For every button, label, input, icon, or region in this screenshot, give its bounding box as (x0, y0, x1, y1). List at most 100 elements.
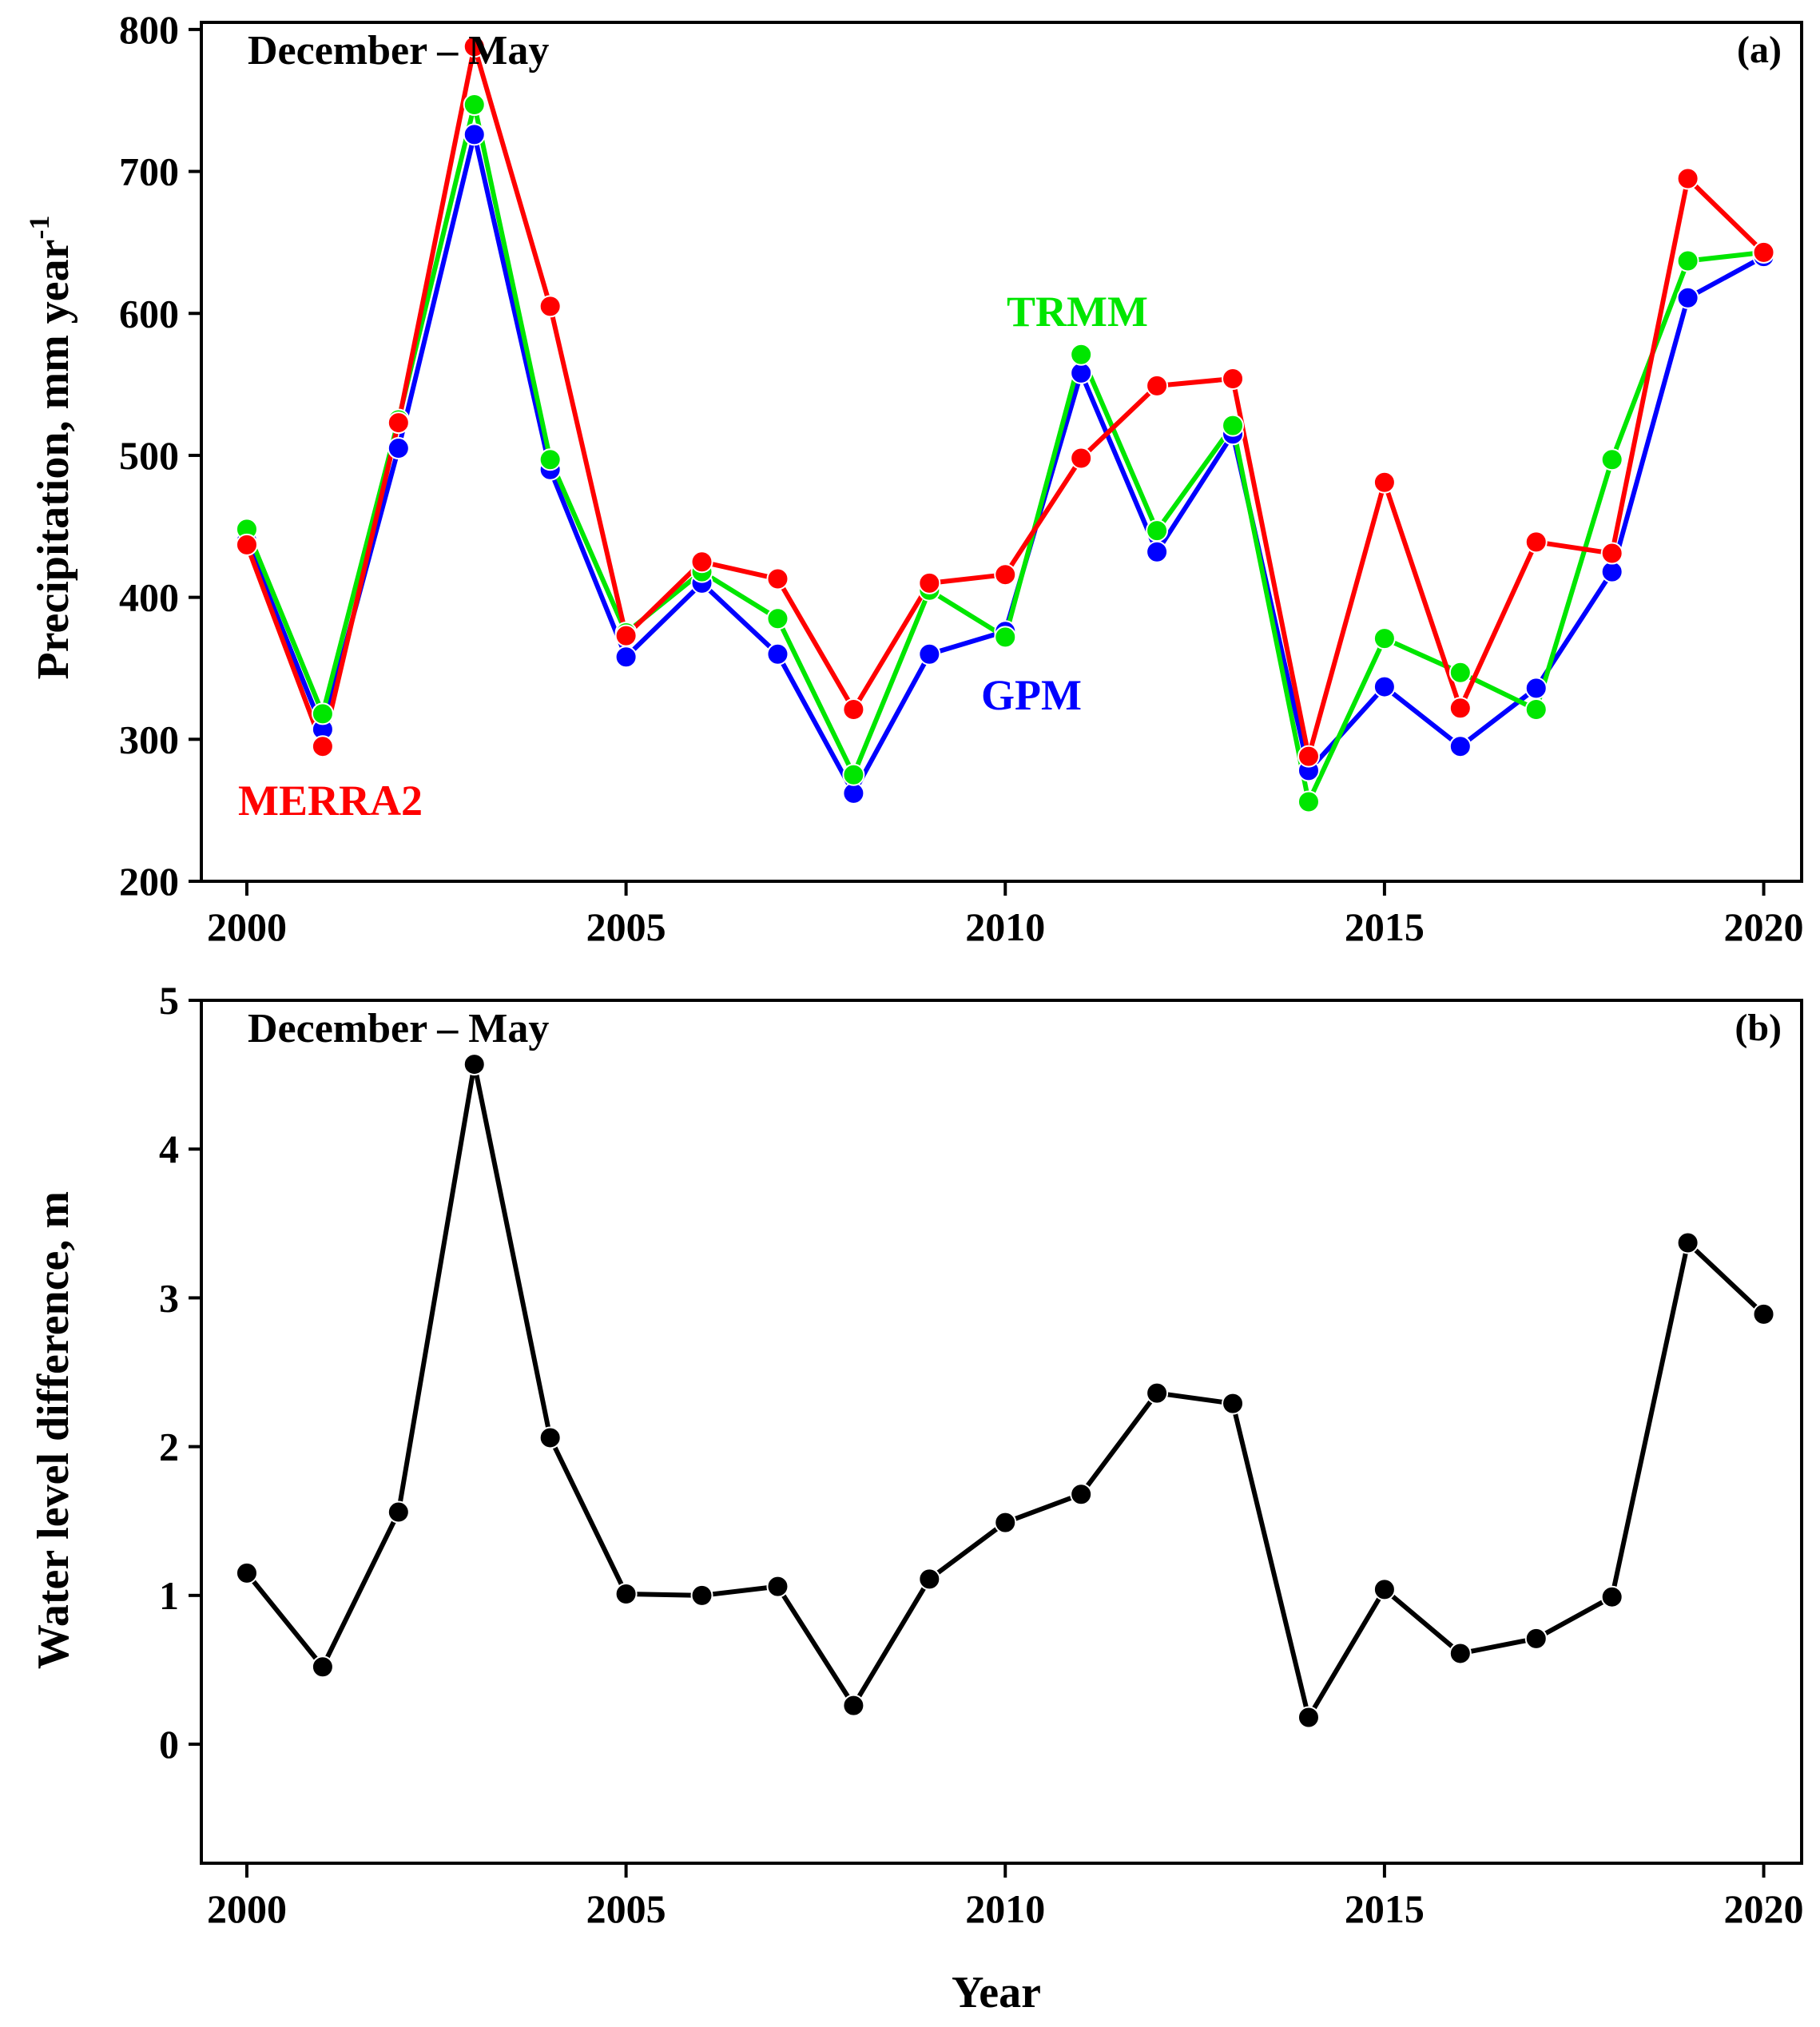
panel-b-y-tick-label: 0 (159, 1722, 179, 1767)
panel-b-x-tick-label: 2010 (965, 1886, 1045, 1931)
series-line-merra2 (244, 44, 1766, 759)
data-point-trmm-2016 (1448, 661, 1472, 684)
data-point-merra2-2018 (1600, 542, 1623, 565)
panel-b-x-ticks: 2000 2005 2010 2015 2020 (207, 1863, 1804, 1931)
series-line-water-level-difference (244, 1062, 1766, 1720)
panel-a-y-tick-label: 500 (119, 433, 179, 478)
data-point-water-level-difference-2014 (1297, 1706, 1320, 1729)
data-point-merra2-2015 (1373, 471, 1396, 494)
data-point-gpm-2019 (1676, 286, 1699, 309)
data-point-gpm-2005 (614, 646, 638, 669)
data-point-merra2-2001 (311, 735, 334, 758)
panel-a-y-tick-label: 800 (119, 7, 179, 52)
panel-b-series (235, 1053, 1775, 1729)
data-point-water-level-difference-2003 (463, 1053, 486, 1076)
data-point-trmm-2001 (311, 702, 334, 725)
panel-b-x-tick-label: 2000 (207, 1886, 287, 1931)
panel-a-y-tick-label: 300 (119, 717, 179, 761)
data-point-trmm-2012 (1146, 519, 1169, 543)
data-point-trmm-2018 (1600, 448, 1623, 471)
panel-b-x-tick-label: 2020 (1724, 1886, 1804, 1931)
panel-a-y-tick-label: 200 (119, 859, 179, 904)
data-point-gpm-2007 (766, 642, 789, 666)
data-point-merra2-2013 (1222, 367, 1245, 390)
panel-b-y-tick-label: 5 (159, 978, 179, 1023)
data-point-water-level-difference-2006 (690, 1584, 713, 1607)
x-axis-title: Year (952, 1968, 1041, 2017)
data-point-gpm-2017 (1524, 677, 1548, 700)
data-point-gpm-2012 (1146, 540, 1169, 563)
data-point-trmm-2015 (1373, 627, 1396, 650)
data-point-merra2-2017 (1524, 531, 1548, 554)
data-point-trmm-2010 (994, 626, 1017, 649)
panel-a-y-ticks: 200 300 400 500 600 700 800 (119, 7, 201, 904)
data-point-gpm-2003 (463, 123, 486, 146)
data-point-water-level-difference-2005 (614, 1582, 638, 1605)
data-point-trmm-2003 (463, 93, 486, 117)
panel-b-y-axis-title: Water level difference, m (29, 1191, 78, 1669)
data-point-water-level-difference-2009 (918, 1568, 941, 1591)
data-point-merra2-2009 (918, 571, 941, 594)
data-point-merra2-2003 (463, 35, 486, 58)
data-point-merra2-2011 (1070, 447, 1093, 470)
panel-a-x-tick-label: 2005 (586, 904, 666, 949)
data-point-gpm-2016 (1448, 735, 1472, 758)
data-point-trmm-2013 (1222, 414, 1245, 437)
data-point-gpm-2002 (387, 437, 410, 460)
panel-b-y-tick-label: 1 (159, 1573, 179, 1618)
data-point-merra2-2010 (994, 563, 1017, 586)
data-point-water-level-difference-2020 (1752, 1302, 1775, 1325)
panel-b-y-tick-label: 4 (159, 1127, 179, 1171)
data-point-trmm-2004 (538, 448, 562, 471)
panel-b-frame (200, 999, 1803, 1865)
panel-a-y-tick-label: 700 (119, 149, 179, 194)
data-point-water-level-difference-2010 (994, 1511, 1017, 1534)
data-point-water-level-difference-2013 (1222, 1392, 1245, 1415)
panel-a-x-tick-label: 2015 (1345, 904, 1425, 949)
panel-a-y-tick-label: 400 (119, 575, 179, 620)
panel-a-x-tick-label: 2020 (1724, 904, 1804, 949)
panel-b-tag: (b) (1735, 1007, 1782, 1049)
panel-a-y-tick-label: 600 (119, 291, 179, 336)
data-point-merra2-2016 (1448, 697, 1472, 720)
data-point-trmm-2019 (1676, 249, 1699, 272)
data-point-merra2-2002 (387, 411, 410, 435)
data-point-merra2-2012 (1146, 374, 1169, 397)
data-point-water-level-difference-2016 (1448, 1642, 1472, 1665)
data-point-merra2-2019 (1676, 167, 1699, 190)
data-point-water-level-difference-2015 (1373, 1578, 1396, 1601)
data-point-merra2-2004 (538, 295, 562, 318)
data-point-water-level-difference-2008 (842, 1694, 865, 1717)
data-point-water-level-difference-2001 (311, 1655, 334, 1679)
data-point-trmm-2017 (1524, 698, 1548, 721)
data-point-merra2-2008 (842, 698, 865, 721)
panel-b-x-tick-label: 2005 (586, 1886, 666, 1931)
data-point-water-level-difference-2017 (1524, 1627, 1548, 1650)
data-point-trmm-2011 (1070, 343, 1093, 366)
data-point-merra2-2020 (1752, 240, 1775, 264)
data-point-water-level-difference-2007 (766, 1575, 789, 1598)
data-point-merra2-2005 (614, 624, 638, 647)
data-point-water-level-difference-2000 (235, 1561, 258, 1584)
data-point-trmm-2007 (766, 607, 789, 630)
panel-a-title: December – May (248, 28, 549, 74)
data-point-water-level-difference-2019 (1676, 1231, 1699, 1254)
panel-b-y-tick-label: 3 (159, 1275, 179, 1320)
data-point-water-level-difference-2002 (387, 1500, 410, 1524)
panel-a-tag: (a) (1737, 29, 1782, 71)
panel-a-x-tick-label: 2000 (207, 904, 287, 949)
data-point-merra2-2014 (1297, 745, 1320, 768)
legend-label-trmm: TRMM (1007, 288, 1148, 336)
data-point-gpm-2009 (918, 642, 941, 666)
data-point-water-level-difference-2018 (1600, 1585, 1623, 1608)
panel-a-y-axis-title-superscript: -1 (23, 215, 55, 239)
panel-b-y-ticks: 0 1 2 3 4 5 (159, 978, 201, 1767)
panel-a-series (235, 35, 1775, 813)
data-point-gpm-2015 (1373, 675, 1396, 698)
panel-a-x-ticks: 2000 2005 2010 2015 2020 (207, 881, 1804, 949)
legend-label-gpm: GPM (981, 671, 1082, 719)
panel-b-x-tick-label: 2015 (1345, 1886, 1425, 1931)
panel-b: 0 1 2 3 4 5 2000 2005 2010 2015 2020 December – M… (29, 978, 1804, 2017)
